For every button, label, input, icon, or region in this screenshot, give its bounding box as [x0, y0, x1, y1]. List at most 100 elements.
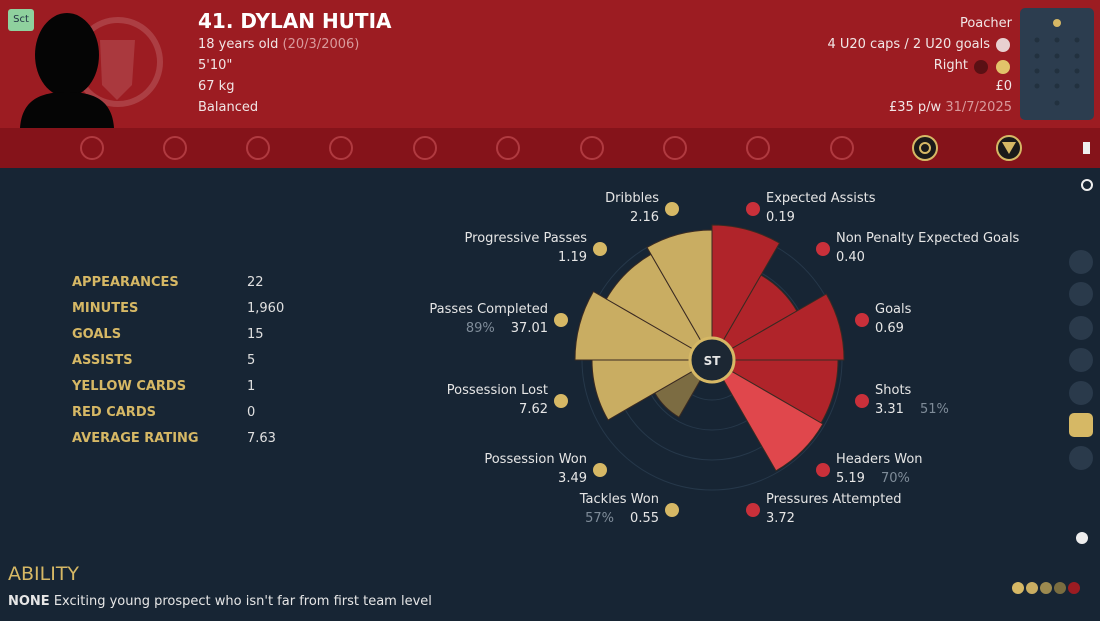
stat-value: 15	[247, 327, 264, 342]
radar-wedge	[574, 291, 713, 361]
nation-flag	[996, 38, 1010, 52]
stat-label: APPEARANCES	[72, 275, 179, 290]
stat-value: 1,960	[247, 301, 285, 316]
player-name: 41. DYLAN HUTIA	[198, 9, 392, 33]
metric-percent: 70%	[880, 471, 910, 486]
metric-value-line: 2.16	[630, 210, 659, 225]
radar-center: ST	[704, 354, 722, 368]
stat-label: ASSISTS	[72, 353, 133, 368]
foot-icon-left	[974, 60, 988, 74]
metric-dot	[665, 202, 679, 216]
ability-line: NONE Exciting young prospect who isn't f…	[8, 594, 432, 609]
ability-level: NONE	[8, 594, 50, 609]
metric-dot	[665, 503, 679, 517]
metric-dot	[746, 503, 760, 517]
height: 5'10"	[198, 58, 233, 73]
stat-value: 7.63	[247, 431, 276, 446]
radar-wedge	[711, 224, 780, 361]
nation-badge: Sct	[8, 9, 34, 31]
stat-label: MINUTES	[72, 301, 139, 316]
metric-label: Progressive Passes	[464, 231, 587, 246]
metric-value: 3.72	[766, 511, 795, 526]
contract-line: £35 p/w 31/7/2025	[889, 100, 1012, 115]
metric-value: 0.55	[630, 511, 659, 526]
metric-value: 37.01	[510, 321, 548, 336]
wage: £35 p/w	[888, 100, 942, 115]
position: Poacher	[959, 16, 1012, 31]
foot-icon-right	[996, 60, 1010, 74]
player-portrait	[20, 13, 163, 128]
stat-value: 0	[247, 405, 256, 420]
age-line: 18 years old (20/3/2006)	[198, 37, 359, 52]
metric-value: 0.40	[836, 250, 865, 265]
metric-label: Possession Won	[484, 452, 587, 467]
metric-dot	[554, 313, 568, 327]
metric-value-line: 5.19 70%	[836, 471, 910, 486]
metric-label: Shots	[875, 383, 912, 398]
metric-value-line: 7.62	[519, 402, 548, 417]
radar-wedge	[646, 229, 713, 361]
dob: (20/3/2006)	[282, 37, 360, 52]
radar-wedge	[711, 293, 845, 361]
metric-dot	[554, 394, 568, 408]
metric-label: Expected Assists	[766, 191, 876, 206]
ability-title: ABILITY	[8, 563, 80, 585]
weight: 67 kg	[198, 79, 235, 94]
metric-label: Dribbles	[605, 191, 659, 206]
metric-value: 2.16	[630, 210, 659, 225]
tab-strip	[0, 128, 1100, 168]
contract-end: 31/7/2025	[945, 100, 1012, 115]
metric-value-line: 1.19	[558, 250, 587, 265]
metric-dot	[855, 313, 869, 327]
metric-dot	[746, 202, 760, 216]
metric-label: Non Penalty Expected Goals	[836, 231, 1020, 246]
metric-value: 0.19	[766, 210, 795, 225]
metric-label: Goals	[875, 302, 912, 317]
metric-dot	[593, 242, 607, 256]
international: 4 U20 caps / 2 U20 goals	[827, 37, 990, 52]
metric-dot	[855, 394, 869, 408]
metric-value-line: 0.19	[766, 210, 795, 225]
metric-value: 0.69	[875, 321, 904, 336]
metric-label: Possession Lost	[446, 383, 548, 398]
player-header: Sct 41. DYLAN HUTIA 18 years old (20/3/2…	[0, 0, 1100, 128]
metric-label: Pressures Attempted	[766, 492, 902, 507]
preferred-foot: Right	[933, 58, 968, 73]
metric-value-line: 89% 37.01	[466, 321, 548, 336]
ability-description: Exciting young prospect who isn't far fr…	[53, 594, 432, 609]
stat-value: 5	[247, 353, 256, 368]
metric-value: 3.31	[875, 402, 904, 417]
metric-value: 7.62	[519, 402, 548, 417]
metric-dot	[816, 242, 830, 256]
stat-label: RED CARDS	[72, 405, 156, 420]
tab-icons	[80, 135, 1090, 161]
metric-percent: 51%	[919, 402, 949, 417]
metric-label: Passes Completed	[429, 302, 548, 317]
metric-value-line: 3.49	[558, 471, 587, 486]
stat-value: 22	[247, 275, 264, 290]
value: £0	[995, 79, 1012, 94]
stat-value: 1	[247, 379, 256, 394]
metric-value-line: 3.72	[766, 511, 795, 526]
metric-dot	[593, 463, 607, 477]
stat-label: GOALS	[72, 327, 122, 342]
stat-label: AVERAGE RATING	[72, 431, 199, 446]
stat-label: YELLOW CARDS	[72, 379, 187, 394]
radar-wedge	[711, 359, 824, 472]
metric-percent: 89%	[465, 321, 495, 336]
metric-value: 3.49	[558, 471, 587, 486]
metric-dot	[816, 463, 830, 477]
metric-value-line: 0.40	[836, 250, 865, 265]
age: 18 years old	[198, 37, 279, 52]
metric-value: 5.19	[836, 471, 865, 486]
position-map	[1020, 8, 1094, 120]
metric-percent: 57%	[585, 511, 615, 526]
metric-label: Tackles Won	[579, 492, 659, 507]
personality: Balanced	[198, 100, 259, 115]
metric-value-line: 3.31 51%	[875, 402, 949, 417]
metric-value-line: 57% 0.55	[585, 511, 659, 526]
metric-label: Headers Won	[836, 452, 923, 467]
metric-value: 1.19	[558, 250, 587, 265]
